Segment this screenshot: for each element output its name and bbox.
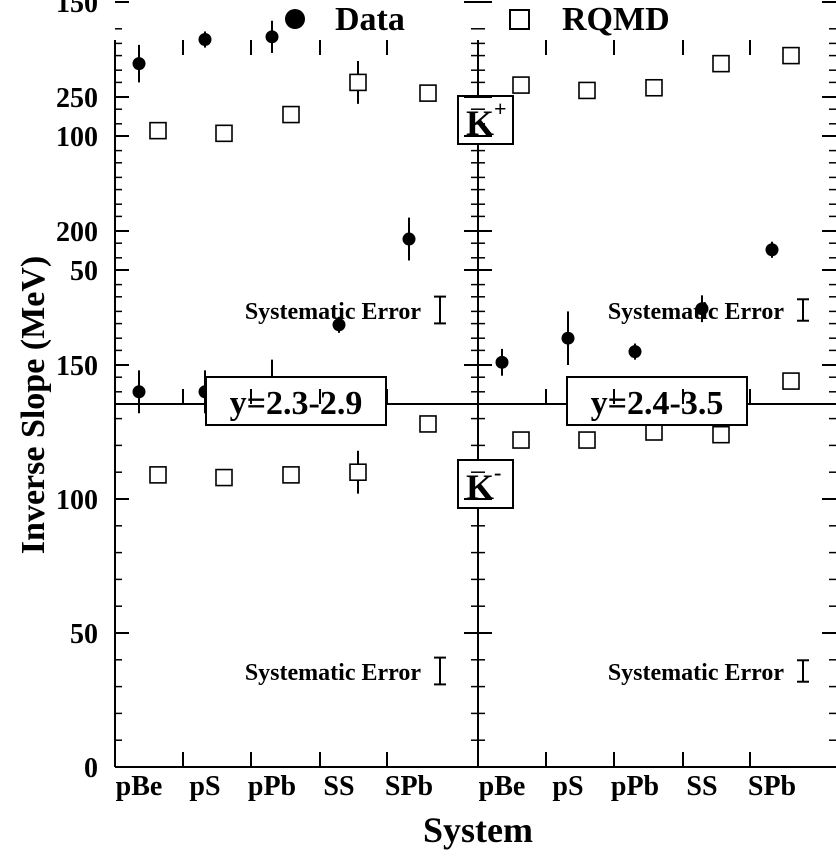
systematic-error-label: Systematic Error bbox=[608, 299, 785, 325]
y-tick-label: 100 bbox=[56, 485, 98, 516]
rqmd-point bbox=[419, 84, 437, 102]
y-tick-label: 200 bbox=[56, 217, 98, 248]
x-tick-label: SS bbox=[323, 771, 354, 802]
rapidity-label-box bbox=[566, 376, 748, 426]
rqmd-point bbox=[349, 73, 367, 92]
rqmd-point bbox=[512, 76, 530, 94]
data-point bbox=[628, 345, 642, 359]
legend-data-label: Data bbox=[335, 1, 405, 38]
data-point bbox=[265, 30, 279, 44]
legend: Data RQMD bbox=[285, 1, 670, 38]
rqmd-point bbox=[282, 105, 300, 124]
rqmd-point bbox=[712, 54, 730, 73]
y-tick-label: 150 bbox=[56, 0, 98, 19]
rapidity-label: y=2.4-3.5 bbox=[591, 385, 724, 422]
particle-charge: - bbox=[494, 460, 501, 485]
rqmd-point bbox=[782, 372, 800, 390]
rqmd-point bbox=[712, 425, 730, 444]
y-tick-label: 150 bbox=[56, 351, 98, 382]
data-point bbox=[561, 331, 575, 345]
y-tick-label: 0 bbox=[84, 753, 98, 784]
rqmd-point bbox=[419, 415, 437, 433]
rqmd-point bbox=[782, 46, 800, 65]
legend-rqmd-label: RQMD bbox=[562, 1, 670, 38]
rapidity-label: y=2.3-2.9 bbox=[230, 385, 363, 422]
rqmd-point bbox=[149, 466, 167, 484]
axis-ticks: 50100150200250050100150200250 bbox=[56, 0, 836, 784]
y-tick-label: 100 bbox=[56, 122, 98, 153]
legend-data-marker bbox=[285, 9, 305, 29]
data-point bbox=[765, 243, 779, 257]
x-tick-label: SPb bbox=[385, 771, 433, 802]
x-tick-label: pPb bbox=[611, 771, 659, 802]
x-axis-label: System bbox=[423, 810, 533, 850]
rapidity-label-box bbox=[205, 376, 387, 426]
rqmd-point bbox=[282, 466, 300, 484]
systematic-error-label: Systematic Error bbox=[608, 660, 785, 686]
rqmd-point bbox=[512, 431, 530, 449]
data-point bbox=[402, 232, 416, 246]
rqmd-point bbox=[215, 468, 233, 487]
x-tick-label: pBe bbox=[116, 771, 163, 802]
panel-top-right: Systematic Error bbox=[512, 46, 809, 325]
data-point bbox=[132, 57, 146, 71]
particle-charge: + bbox=[494, 96, 507, 121]
data-point bbox=[695, 302, 709, 316]
data-point bbox=[198, 33, 212, 47]
y-axis-label: Inverse Slope (MeV) bbox=[15, 256, 52, 554]
rqmd-point bbox=[645, 423, 663, 441]
rqmd-point bbox=[645, 78, 663, 97]
rqmd-point bbox=[215, 124, 233, 143]
particle-label: K bbox=[466, 467, 494, 507]
x-tick-label: pS bbox=[552, 771, 583, 802]
data-point bbox=[495, 355, 509, 369]
panel-bottom-right: pBe pS pPb SS SPb Systematic Error y=2.4-3.5 bbox=[479, 241, 809, 802]
x-tick-label: SS bbox=[686, 771, 717, 802]
rqmd-point bbox=[149, 121, 167, 140]
data-point bbox=[332, 318, 346, 332]
rqmd-point bbox=[349, 463, 367, 482]
data-point bbox=[132, 385, 146, 399]
x-tick-label: SPb bbox=[748, 771, 796, 802]
y-tick-label: 50 bbox=[70, 619, 98, 650]
rqmd-point bbox=[578, 81, 596, 100]
y-tick-label: 250 bbox=[56, 83, 98, 114]
x-tick-label: pPb bbox=[248, 771, 296, 802]
legend-rqmd-marker bbox=[509, 9, 530, 30]
x-tick-label: pS bbox=[189, 771, 220, 802]
x-tick-label: pBe bbox=[479, 771, 526, 802]
systematic-error-label: Systematic Error bbox=[245, 299, 422, 325]
rqmd-point bbox=[578, 431, 596, 449]
y-tick-label: 50 bbox=[70, 256, 98, 287]
systematic-error-label: Systematic Error bbox=[245, 660, 422, 686]
